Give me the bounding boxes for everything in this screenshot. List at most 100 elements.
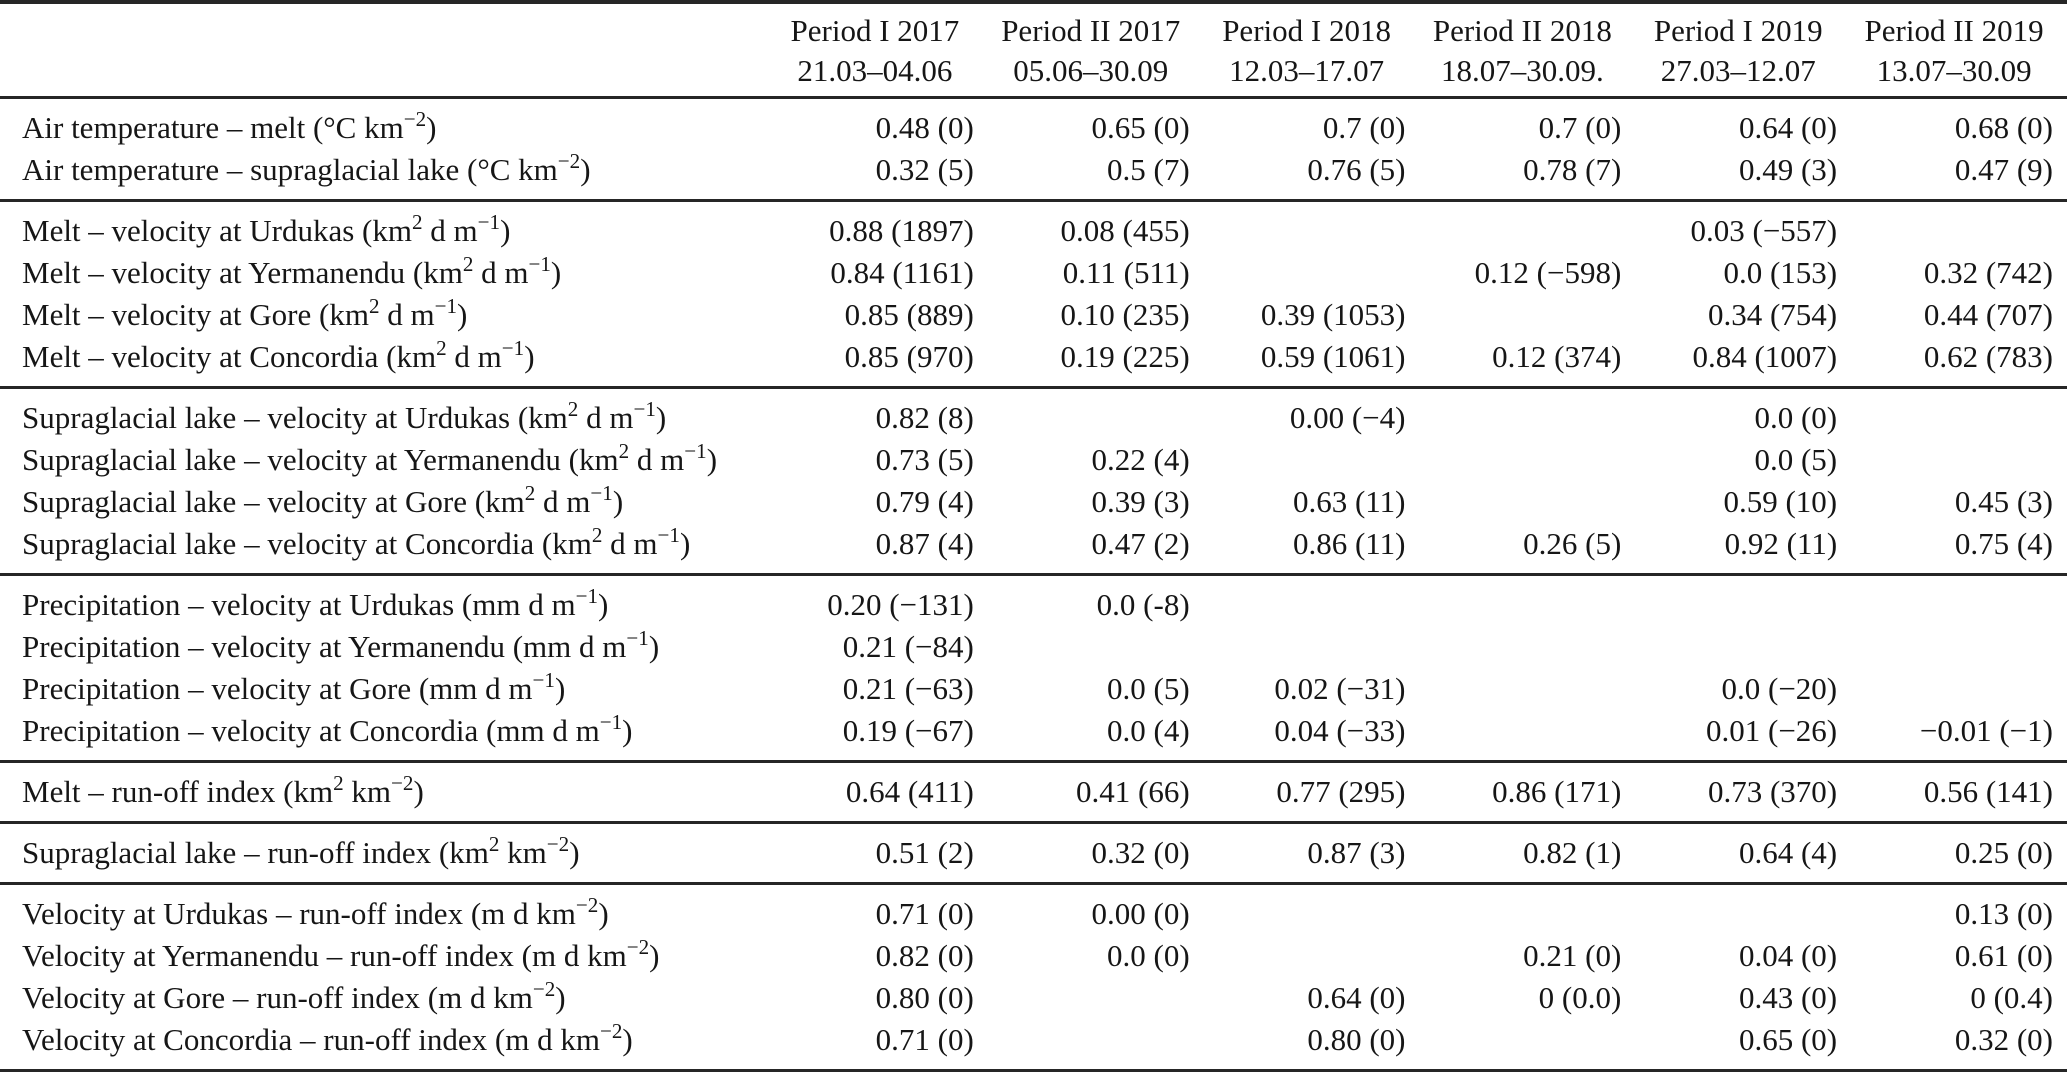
superscript: −1: [590, 481, 613, 506]
data-cell: 0.0 (153): [1723, 255, 1838, 290]
data-cell: 0.63 (11): [1292, 484, 1406, 519]
superscript: −1: [434, 294, 458, 319]
data-cell: 0.26 (5): [1523, 526, 1622, 561]
data-cell: 0.19 (225): [1060, 339, 1190, 374]
data-cell: [1419, 710, 1635, 762]
data-cell: [1419, 481, 1635, 523]
superscript: −2: [599, 1019, 623, 1044]
column-date-range: 21.03–04.06: [797, 53, 953, 88]
data-cell: [1419, 573, 1636, 626]
data-cell: 0.92 (11): [1724, 526, 1838, 561]
table-row: Melt – velocity at Gore (km2 d m−1) 0.85 …: [0, 294, 2067, 336]
column-period-label: Period II 2019: [1864, 13, 2044, 48]
column-header: Period I 2017 21.03–04.06: [772, 2, 988, 99]
data-cell: 0.48 (0): [772, 96, 988, 149]
data-cell: 0.64 (0): [1307, 980, 1406, 1015]
data-cell: 0.19 (−67): [842, 713, 974, 748]
superscript: −2: [532, 977, 556, 1002]
column-header: Period II 2017 05.06–30.09: [987, 2, 1204, 99]
data-cell: [1204, 935, 1420, 977]
data-cell: [988, 626, 1204, 668]
table-row: Precipitation – velocity at Concordia (m…: [0, 710, 2067, 762]
data-cell: 0.59 (10): [1723, 484, 1838, 519]
data-cell: [1204, 252, 1420, 294]
column-date-range: 18.07–30.09.: [1441, 53, 1604, 88]
data-cell: 0 (0.4): [1970, 980, 2053, 1015]
data-cell: 0.32 (742): [1923, 255, 2053, 290]
data-cell: 0.0 (−20): [1721, 671, 1838, 706]
row-label: Precipitation – velocity at Concordia (m…: [22, 710, 633, 748]
table-row: Velocity at Gore – run-off index (m d km…: [0, 977, 2067, 1019]
data-cell: 0.49 (3): [1738, 152, 1838, 187]
data-cell: [1419, 294, 1635, 336]
superscript: 2: [618, 439, 630, 464]
superscript: −2: [403, 107, 427, 132]
data-cell: [988, 977, 1204, 1019]
row-label: Air temperature – melt (°C km−2): [0, 96, 772, 149]
row-label: Precipitation – velocity at Gore (mm d m…: [22, 668, 566, 706]
data-cell: 0.12 (374): [1492, 339, 1622, 374]
data-cell: [1203, 573, 1420, 626]
data-cell: 0.22 (4): [1091, 442, 1190, 477]
data-cell: 0.80 (0): [1307, 1022, 1406, 1057]
column-date-range: 27.03–12.07: [1660, 53, 1816, 88]
data-cell: 0.7 (0): [1203, 96, 1420, 149]
data-cell: 0.86 (171): [1419, 760, 1636, 823]
table-row: Velocity at Urdukas – run-off index (m d…: [0, 882, 2067, 935]
superscript: −1: [684, 439, 707, 464]
superscript: −2: [557, 149, 581, 174]
table-row: Supraglacial lake – velocity at Yermanen…: [0, 439, 2067, 481]
superscript: 2: [368, 294, 380, 319]
data-cell: 0.21 (−84): [842, 629, 974, 664]
data-cell: [988, 1019, 1204, 1071]
data-cell: 0.71 (0): [772, 882, 988, 935]
data-cell: [1419, 1019, 1635, 1071]
data-cell: 0.82 (8): [772, 386, 988, 439]
data-cell: [1635, 573, 1852, 626]
data-cell: 0.65 (0): [987, 96, 1204, 149]
row-label: Melt – velocity at Yermanendu (km2 d m−1…: [22, 252, 562, 290]
data-cell: 0.00 (−4): [1203, 386, 1420, 439]
table-row: Supraglacial lake – velocity at Concordi…: [0, 523, 2067, 575]
column-header: Period II 2019 13.07–30.09: [1851, 2, 2067, 99]
data-cell: [1419, 199, 1636, 252]
data-cell: 0.47 (2): [1091, 526, 1190, 561]
superscript: 2: [462, 252, 474, 277]
data-cell: 0.00 (0): [987, 882, 1204, 935]
row-label: Velocity at Gore – run-off index (m d km…: [22, 977, 566, 1015]
superscript: 2: [412, 210, 423, 235]
row-label: Supraglacial lake – velocity at Urdukas …: [0, 386, 772, 439]
data-cell: [1419, 386, 1636, 439]
superscript: −2: [391, 771, 414, 796]
data-cell: 0.25 (0): [1851, 821, 2067, 884]
data-cell: [1851, 199, 2067, 252]
row-label: Melt – velocity at Urdukas (km2 d m−1): [0, 199, 772, 252]
data-cell: 0.64 (411): [772, 760, 988, 823]
data-cell: 0.02 (−31): [1274, 671, 1406, 706]
column-date-range: 12.03–17.07: [1229, 53, 1385, 88]
data-cell: 0.0 (-8): [987, 573, 1204, 626]
data-cell: 0.01 (−26): [1706, 713, 1838, 748]
data-cell: 0.51 (2): [772, 821, 988, 884]
superscript: −1: [528, 252, 551, 277]
superscript: −1: [599, 710, 623, 735]
data-cell: −0.01 (−1): [1919, 713, 2053, 748]
data-cell: 0.79 (4): [875, 484, 974, 519]
row-label-header: [0, 2, 772, 99]
data-cell: 0.32 (0): [987, 821, 1204, 884]
row-label: Velocity at Yermanendu – run-off index (…: [22, 935, 660, 973]
superscript: −2: [575, 893, 599, 918]
table-row: Melt – velocity at Yermanendu (km2 d m−1…: [0, 252, 2067, 294]
data-cell: 0.39 (3): [1091, 484, 1190, 519]
data-cell: 0.13 (0): [1851, 882, 2067, 935]
data-cell: [1635, 626, 1851, 668]
data-cell: 0.75 (4): [1954, 526, 2053, 561]
row-label: Melt – velocity at Gore (km2 d m−1): [22, 294, 468, 332]
data-cell: 0 (0.0): [1538, 980, 1622, 1015]
data-cell: 0.85 (970): [844, 339, 974, 374]
data-cell: 0.62 (783): [1923, 339, 2053, 374]
data-cell: 0.73 (370): [1635, 760, 1852, 823]
data-cell: 0.32 (5): [875, 152, 974, 187]
